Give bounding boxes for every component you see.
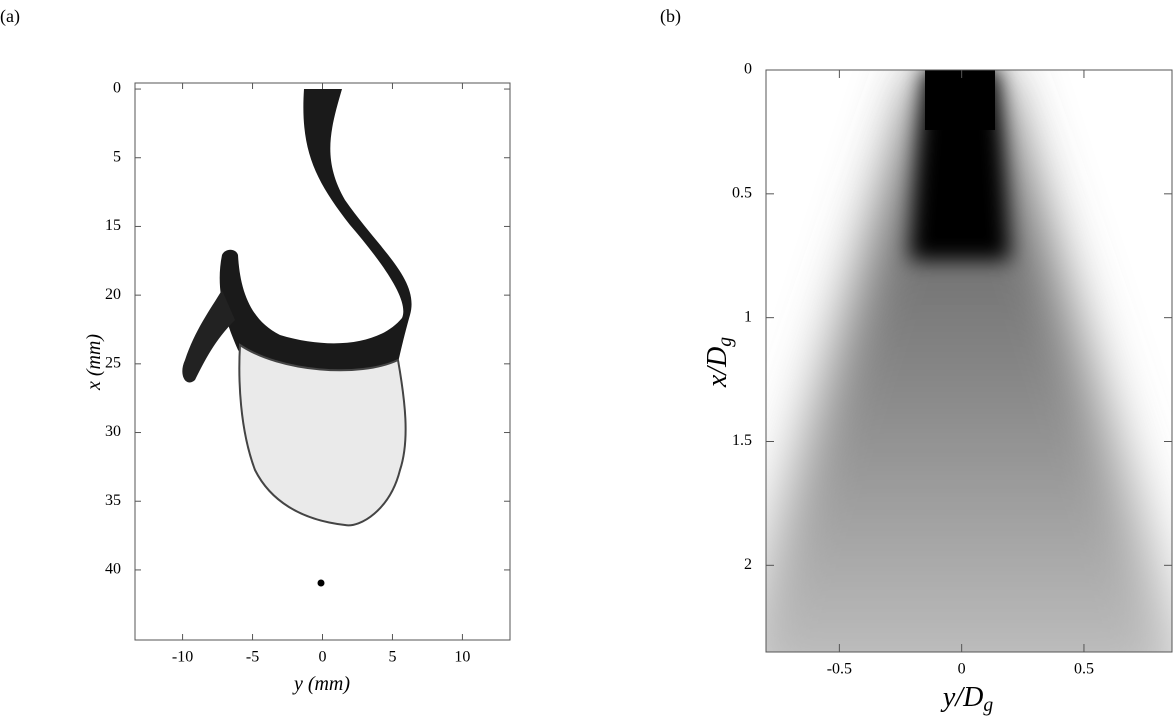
y-tick-label: 1.5 xyxy=(732,432,752,449)
x-tick-label: 0 xyxy=(319,649,327,666)
panel-label: (a) xyxy=(0,6,20,27)
y-tick-label: 15 xyxy=(105,217,121,234)
x-tick-label: -5 xyxy=(246,649,259,666)
x-tick-label: 5 xyxy=(388,649,396,666)
x-tick-label: -0.5 xyxy=(827,661,852,678)
photo-a xyxy=(182,89,412,587)
y-axis-label-sub: g xyxy=(715,337,736,347)
x-tick-label: 0.5 xyxy=(1074,661,1094,678)
x-axis-label: y (mm) xyxy=(292,673,350,695)
panel-label: (b) xyxy=(660,6,681,27)
y-tick-label: 20 xyxy=(105,286,121,303)
x-tick-label: -10 xyxy=(172,649,193,666)
y-tick-label: 30 xyxy=(105,423,121,440)
photo-b xyxy=(766,70,1172,652)
y-axis-label: x (mm) xyxy=(83,334,105,391)
y-axis-label-text: x (mm) xyxy=(83,334,105,391)
y-axis-label-text: x/D xyxy=(702,347,733,388)
y-tick-label: 0 xyxy=(744,61,752,78)
y-tick-label: 35 xyxy=(105,492,121,509)
y-tick-label: 40 xyxy=(105,561,121,578)
x-tick-label: 0 xyxy=(958,661,966,678)
y-axis-label: x/Dg xyxy=(702,337,735,388)
y-tick-label: 1 xyxy=(744,308,752,325)
x-axis-label-text: y (mm) xyxy=(292,673,350,695)
y-tick-label: 0 xyxy=(113,80,121,97)
y-tick-label: 2 xyxy=(744,556,752,573)
x-tick-label: 10 xyxy=(454,649,470,666)
axes-frame xyxy=(765,69,1173,653)
x-axis-label-text: y/D xyxy=(940,682,983,713)
y-tick-label: 5 xyxy=(113,148,121,165)
x-axis-label-sub: g xyxy=(983,695,993,716)
y-tick-label: 25 xyxy=(105,355,121,372)
y-tick-label: 0.5 xyxy=(732,185,752,202)
x-axis-label: y/Dg xyxy=(940,682,993,715)
